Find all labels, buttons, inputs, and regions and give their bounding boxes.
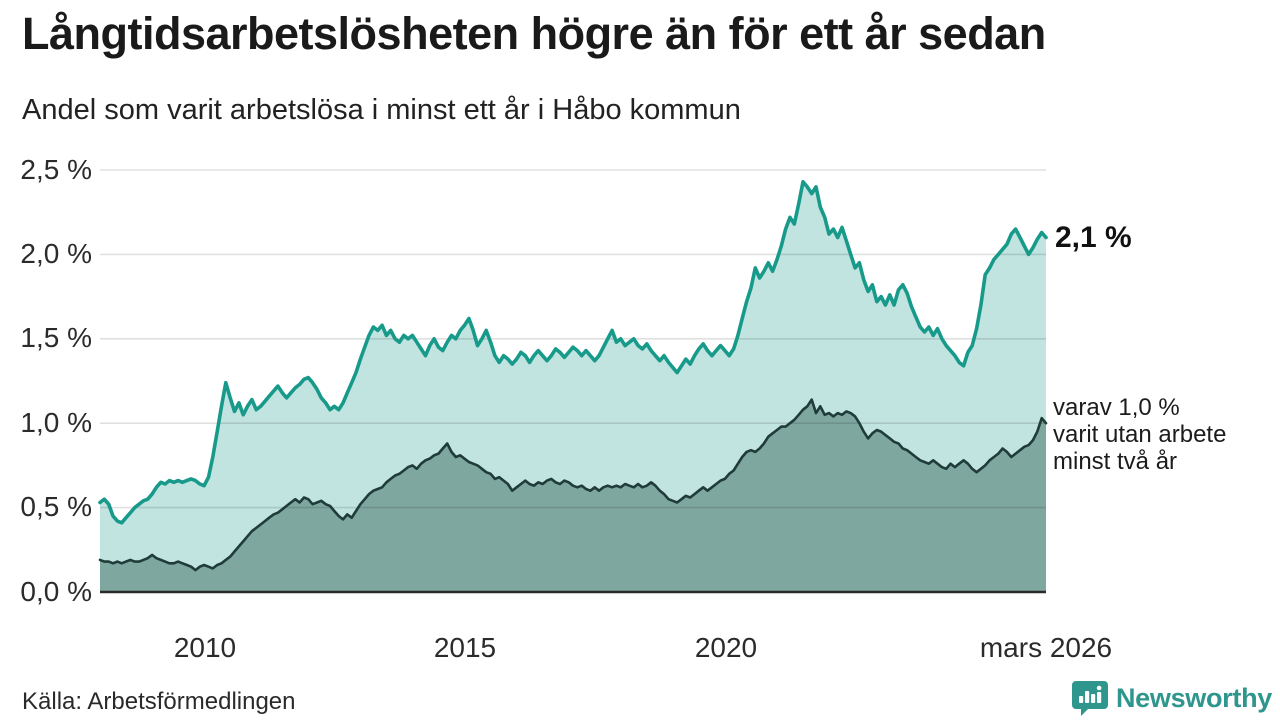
- line-one-year: [98, 180, 1048, 525]
- page-title: Långtidsarbetslösheten högre än för ett …: [22, 8, 1046, 59]
- x-axis-tick-label: 2020: [694, 632, 758, 663]
- annotation-line: minst två år: [1053, 448, 1178, 475]
- y-axis-tick-label: 2,0 %: [20, 238, 92, 269]
- area-fill-two-years: [100, 399, 1046, 592]
- annotation-line: varav 1,0 %: [1053, 394, 1180, 421]
- chart-subtitle: Andel som varit arbetslösa i minst ett å…: [22, 94, 741, 126]
- latest-value-label: 2,1 %: [1055, 221, 1132, 254]
- y-axis-tick-label: 1,5 %: [20, 322, 92, 353]
- secondary-series-annotation: varav 1,0 % varit utan arbete minst två …: [1053, 394, 1226, 475]
- annotation-line: varit utan arbete: [1053, 421, 1227, 448]
- y-axis-tick-label: 1,0 %: [20, 407, 92, 438]
- y-axis-tick-label: 2,5 %: [20, 154, 92, 185]
- source-attribution: Källa: Arbetsförmedlingen: [22, 688, 296, 715]
- x-axis-tick-label: 2010: [173, 632, 237, 663]
- y-axis-tick-label: 0,0 %: [20, 576, 92, 607]
- brand-logo: Newsworthy: [1071, 680, 1272, 716]
- line-two-years: [98, 398, 1048, 572]
- newsworthy-logo-icon: [1071, 681, 1108, 716]
- brand-name: Newsworthy: [1115, 682, 1272, 713]
- y-axis-tick-label: 0,5 %: [20, 491, 92, 522]
- x-axis-tick-label: 2015: [433, 632, 497, 663]
- x-axis-tick-label: mars 2026: [979, 632, 1113, 663]
